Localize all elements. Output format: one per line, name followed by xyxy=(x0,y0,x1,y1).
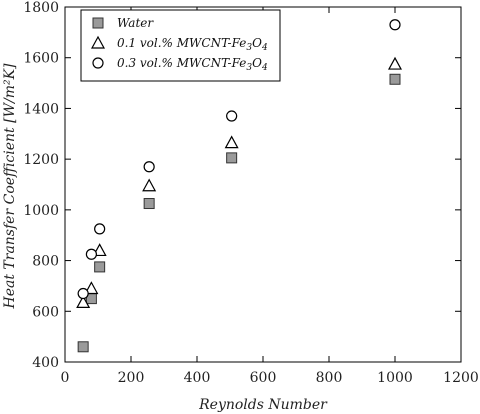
data-point-square xyxy=(226,152,238,164)
data-point-triangle xyxy=(142,178,157,192)
data-point-square xyxy=(143,198,155,210)
x-axis: 0 200 400 600 800 1000 1200 xyxy=(61,7,479,386)
x-tick-label: 200 xyxy=(118,370,145,386)
legend-label: 0.1 vol.% MWCNT-Fe3O4 xyxy=(117,36,268,53)
x-axis-label: Reynolds Number xyxy=(198,397,328,413)
legend-marker-square xyxy=(92,17,104,29)
x-tick-label: 1000 xyxy=(377,370,413,386)
y-tick-label: 1400 xyxy=(23,101,59,117)
legend-label: Water xyxy=(117,16,154,30)
data-point-triangle xyxy=(387,56,403,70)
legend: Water 0.1 vol.% MWCNT-Fe3O4 0.3 vol.% MWCN… xyxy=(80,9,281,82)
legend-marker-circle xyxy=(92,57,104,69)
data-point-circle xyxy=(389,19,401,31)
data-point-square xyxy=(389,73,401,85)
legend-box xyxy=(80,9,281,82)
x-tick-label: 1200 xyxy=(443,370,479,386)
data-point-circle xyxy=(85,248,98,260)
data-point-circle xyxy=(77,287,89,300)
y-axis-label: Heat Transfer Coefficient [W/m²K] xyxy=(2,63,18,310)
x-tick-label: 400 xyxy=(184,370,211,386)
data-point-circle xyxy=(94,223,106,235)
legend-marker-triangle xyxy=(90,35,106,49)
legend-label: 0.3 vol.% MWCNT-Fe3O4 xyxy=(117,56,268,73)
data-point-square xyxy=(77,341,89,353)
data-markers xyxy=(76,19,403,353)
y-tick-label: 400 xyxy=(32,355,59,371)
data-point-square xyxy=(94,261,106,273)
x-tick-label: 800 xyxy=(316,370,343,386)
y-tick-label: 1200 xyxy=(23,152,59,168)
x-tick-label: 0 xyxy=(61,370,70,386)
x-tick-label: 600 xyxy=(250,370,277,386)
y-tick-label: 600 xyxy=(32,304,59,320)
data-point-triangle xyxy=(76,295,91,309)
data-point-circle xyxy=(226,110,238,122)
y-axis: 400 600 800 1000 1200 1400 1600 1800 xyxy=(23,0,461,371)
data-point-triangle xyxy=(224,135,239,149)
y-tick-label: 1000 xyxy=(23,203,59,219)
y-tick-label: 1800 xyxy=(23,0,59,16)
data-point-circle xyxy=(143,161,155,173)
data-point-triangle xyxy=(84,281,99,295)
y-tick-label: 1600 xyxy=(23,51,59,67)
y-tick-label: 800 xyxy=(32,254,59,270)
